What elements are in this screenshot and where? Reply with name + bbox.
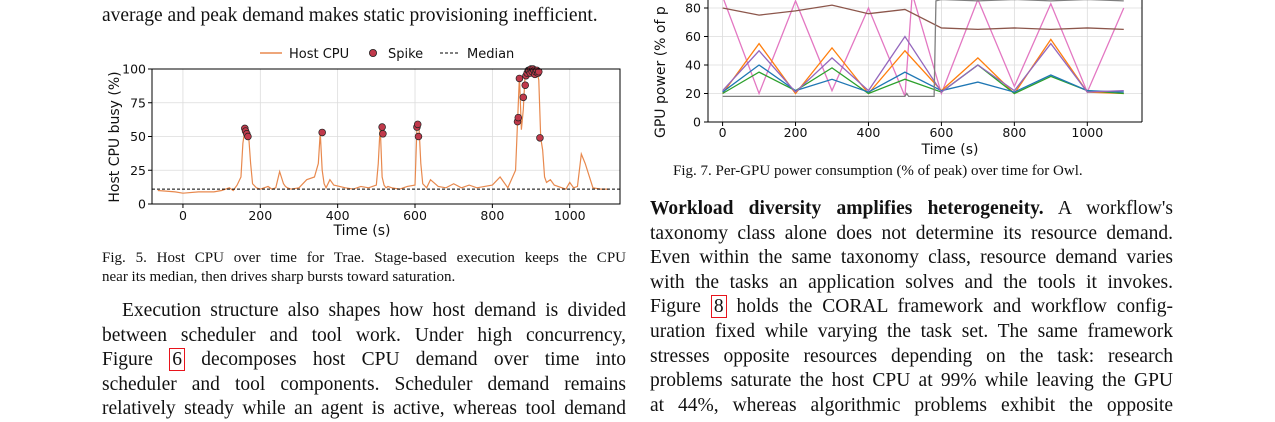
fig5-x-axis-label: Time (s) [333, 223, 391, 239]
fig5-legend: Host CPU Spike Median [260, 47, 514, 62]
fig5-x-tick-label: 1000 [554, 208, 586, 223]
right-paragraph-line-7: stresses opposite resources depending on… [650, 345, 1173, 367]
left-line3-before: Figure [102, 349, 153, 371]
fig5-legend-median: Median [467, 47, 514, 62]
fig5-spike-point [515, 74, 524, 83]
fig5-y-tick-label: 50 [130, 129, 146, 144]
right-paragraph-line-9: at 44%, whereas algorithmic problems exh… [650, 394, 1173, 416]
left-paragraph-line-4: scheduler and tool components. Scheduler… [102, 373, 626, 395]
left-paragraph-line-1: Execution structure also shapes how host… [122, 300, 626, 321]
fig7-x-axis-label: Time (s) [921, 142, 979, 158]
fig5-x-tick-label: 200 [248, 208, 272, 223]
fig5-y-axis-label: Host CPU busy (%) [107, 71, 123, 202]
fig5-spike-point [519, 93, 528, 102]
fig7-x-tick-label: 0 [719, 125, 727, 140]
fig5-spike-point [535, 67, 543, 76]
right-paragraph-line-4: with the tasks an application solves and… [650, 271, 1173, 293]
right-paragraph-line-2: taxonomy class alone does not determine … [650, 222, 1173, 244]
right-paragraph-line-6: uration fixed while varying the task set… [650, 321, 1173, 342]
fig5-spike-point [244, 132, 252, 141]
right-paragraph-line-1: Workload diversity amplifies heterogenei… [650, 197, 1173, 222]
fig5-legend-spike-swatch [368, 49, 377, 57]
fig5-x-tick-label: 0 [179, 208, 187, 223]
left-paragraph-line-3: Figure 6 decomposes host CPU demand over… [102, 348, 626, 373]
right-line5-after: holds the CORAL framework and workflow c… [736, 296, 1174, 318]
fig5-x-tick-label: 400 [326, 208, 350, 223]
fig5-spike-point [414, 132, 423, 141]
fig7-y-tick-label: 0 [693, 115, 701, 130]
fig7-series-line [722, 64, 1124, 93]
figure5-caption-line-1: Fig. 5. Host CPU over time for Trae. Sta… [102, 250, 626, 266]
fig5-y-tick-label: 100 [122, 62, 146, 77]
right-line5-before: Figure [650, 296, 701, 318]
figure8-ref-link[interactable]: 8 [710, 295, 727, 319]
fig5-y-tick-label: 25 [130, 163, 146, 178]
fig5-spike-point [379, 130, 387, 138]
figure5-chart: Host CPU Spike Median 0 200 400 600 800 10000… [107, 47, 621, 239]
fig7-y-tick-label: 40 [685, 58, 701, 73]
fig5-y-tick-label: 0 [138, 197, 146, 212]
fig7-y-axis-label: GPU power (% of p [653, 6, 669, 138]
fig5-x-tick-label: 600 [403, 208, 427, 223]
fig7-y-tick-label: 80 [685, 1, 701, 16]
fig5-spike-point [378, 123, 386, 131]
fig7-series-line [723, 0, 1125, 97]
fig7-x-tick-label: 600 [929, 125, 953, 140]
fig5-spike-point [318, 128, 326, 137]
fig5-legend-spike: Spike [388, 47, 423, 62]
fig7-y-tick-label: 20 [685, 86, 701, 101]
fig5-host-cpu-line [157, 67, 609, 194]
fig5-spike-point [521, 81, 529, 89]
fig7-plot-area: 0 200 400 600 800 1000 0 20 40 60 80 [685, 0, 1143, 140]
right-paragraph-heading: Workload diversity amplifies heterogenei… [650, 198, 1044, 219]
fig5-spike-point [536, 134, 544, 142]
left-line3-after: decomposes host CPU demand over time int… [201, 349, 627, 371]
fig7-x-tick-label: 800 [1002, 125, 1026, 140]
fig5-spike-point [413, 120, 422, 129]
fig5-plot-area: 0 200 400 600 800 1000 0 25 50 75 100 [122, 62, 621, 223]
right-paragraph-line-3: Even within the same taxonomy class, res… [650, 247, 1173, 269]
fig5-legend-host-cpu: Host CPU [289, 47, 349, 62]
fig7-series-line [722, 35, 1124, 94]
fig7-series-line [722, 64, 1124, 95]
figure7-chart: 0 200 400 600 800 1000 0 20 40 60 80 Time (s) GPU … [653, 0, 1143, 158]
right-line1-rest: A workflow's [1057, 198, 1173, 219]
left-paragraph-line-2: between scheduler and tool work. Under h… [102, 324, 626, 346]
fig7-x-tick-label: 200 [784, 125, 808, 140]
fig7-series-line [722, 4, 1124, 31]
fig7-y-tick-label: 60 [685, 29, 701, 44]
fig7-series-line [722, 0, 1124, 97]
figure6-ref-link[interactable]: 6 [169, 348, 185, 372]
figure5-caption-line-2: near its median, then drives sharp burst… [102, 269, 456, 285]
fig7-x-tick-label: 400 [857, 125, 881, 140]
fig5-y-tick-label: 75 [130, 95, 146, 110]
left-top-text-line: average and peak demand makes static pro… [102, 5, 598, 26]
right-paragraph-line-5: Figure 8 holds the CORAL framework and w… [650, 295, 1173, 320]
fig5-spike-point [514, 113, 523, 122]
left-paragraph-line-5: relatively steady while an agent is acti… [102, 398, 626, 420]
right-paragraph-line-8: problems saturate the host CPU at 99% wh… [650, 370, 1173, 392]
figure7-caption: Fig. 7. Per-GPU power consumption (% of … [673, 163, 1083, 179]
fig7-x-tick-label: 1000 [1071, 125, 1103, 140]
fig5-x-tick-label: 800 [480, 208, 504, 223]
